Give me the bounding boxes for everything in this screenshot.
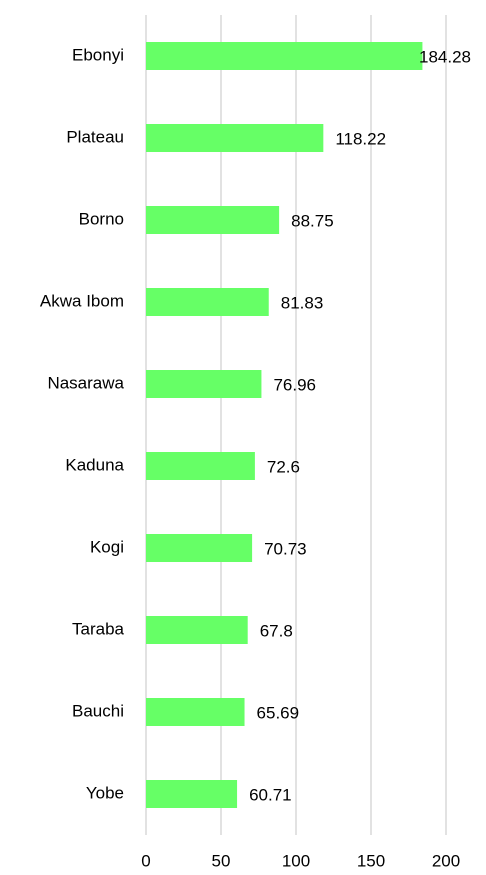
y-tick-label: Bauchi [72,701,124,720]
bar [146,616,248,644]
bar [146,206,280,234]
x-tick-label: 100 [282,851,310,870]
bar [146,698,245,726]
data-label: 81.83 [281,293,324,312]
x-tick-label: 150 [357,851,385,870]
data-label: 118.22 [335,129,386,148]
x-tick-label: 50 [212,851,231,870]
y-tick-label: Kogi [90,537,124,556]
data-label: 67.8 [260,621,293,640]
bar [146,370,262,398]
y-tick-label: Ebonyi [72,45,124,64]
bar [146,452,255,480]
y-tick-label: Taraba [72,619,125,638]
bar [146,534,253,562]
y-tick-label: Yobe [86,783,124,802]
y-tick-label: Akwa Ibom [40,291,124,310]
bar [146,124,324,152]
y-tick-label: Plateau [66,127,124,146]
bar [146,288,269,316]
data-label: 76.96 [273,375,316,394]
data-label: 88.75 [291,211,334,230]
x-tick-label: 0 [141,851,150,870]
data-label: 70.73 [264,539,307,558]
data-label: 72.6 [267,457,300,476]
bar [146,42,423,70]
bar [146,780,238,808]
y-tick-label: Nasarawa [47,373,124,392]
data-label: 184.28 [419,47,471,66]
data-label: 60.71 [249,785,292,804]
x-tick-label: 200 [432,851,460,870]
y-tick-label: Borno [79,209,124,228]
data-label: 65.69 [257,703,300,722]
y-tick-label: Kaduna [65,455,124,474]
